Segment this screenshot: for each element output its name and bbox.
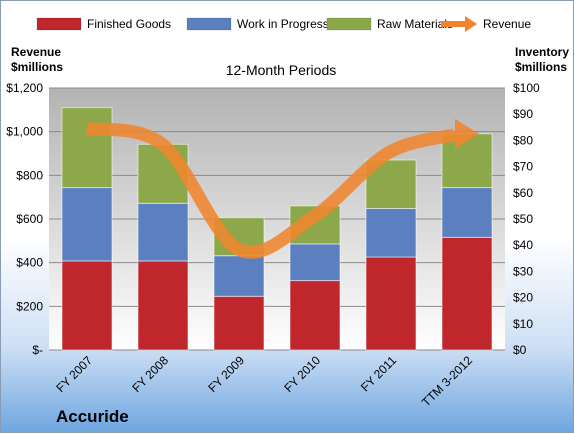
bar-segment-raw-materials bbox=[61, 107, 113, 189]
right-tick-label: $80 bbox=[513, 133, 533, 147]
gridlines bbox=[49, 87, 505, 351]
left-tick-label: $1,200 bbox=[6, 81, 43, 95]
right-tick-label: $100 bbox=[513, 81, 540, 95]
right-tick-label: $40 bbox=[513, 238, 533, 252]
right-tick-label: $90 bbox=[513, 107, 533, 121]
right-tick-label: $60 bbox=[513, 186, 533, 200]
legend-label: Finished Goods bbox=[87, 17, 171, 31]
left-tick-label: $400 bbox=[16, 256, 43, 270]
left-axis-title-line2: $millions bbox=[11, 60, 63, 74]
right-tick-label: $50 bbox=[513, 212, 533, 226]
bar-segment-work-in-progress bbox=[441, 187, 493, 238]
right-axis-ticks: $0 $10 $20 $30 $40 $50 $60 $70 $80 $90 $100 bbox=[513, 81, 540, 357]
bar-segment-finished-goods bbox=[213, 295, 265, 351]
legend-swatch-finished-goods bbox=[36, 17, 82, 31]
x-tick-label: FY 2010 bbox=[281, 353, 323, 395]
left-tick-label: $- bbox=[32, 343, 43, 357]
bar-segment-finished-goods bbox=[137, 260, 189, 351]
left-tick-label: $800 bbox=[16, 168, 43, 182]
revenue-arrowhead bbox=[455, 118, 479, 149]
bar-segment-work-in-progress bbox=[213, 255, 265, 297]
left-axis-title-line1: Revenue bbox=[11, 45, 61, 59]
x-tick-label: TTM 3-2012 bbox=[419, 353, 475, 409]
legend-arrowhead bbox=[465, 16, 477, 32]
right-tick-label: $20 bbox=[513, 291, 533, 305]
x-tick-label: FY 2011 bbox=[358, 353, 399, 394]
bar-segment-finished-goods bbox=[365, 256, 417, 351]
revenue-line-layer bbox=[85, 118, 479, 259]
right-tick-label: $30 bbox=[513, 264, 533, 278]
right-tick-label: $10 bbox=[513, 317, 533, 331]
legend: Finished Goods Work in Progress Raw Materi… bbox=[36, 16, 531, 32]
x-axis-ticks: FY 2007 FY 2008 FY 2009 FY 2010 FY 2011 TTM 3… bbox=[53, 353, 475, 409]
chart-subtitle: 12-Month Periods bbox=[226, 62, 337, 78]
right-tick-label: $70 bbox=[513, 160, 533, 174]
x-tick-label: FY 2008 bbox=[129, 353, 171, 395]
legend-swatch-work-in-progress bbox=[186, 17, 232, 31]
left-tick-label: $600 bbox=[16, 212, 43, 226]
revenue-line bbox=[85, 121, 462, 259]
company-name: Accuride bbox=[56, 407, 129, 426]
right-axis-title-line2: $millions bbox=[515, 60, 567, 74]
legend-label: Revenue bbox=[483, 17, 531, 31]
left-tick-label: $200 bbox=[16, 299, 43, 313]
bar-segment-work-in-progress bbox=[289, 243, 341, 282]
bar-segment-finished-goods bbox=[61, 260, 113, 351]
legend-label: Raw Materials bbox=[377, 17, 453, 31]
right-tick-label: $0 bbox=[513, 343, 527, 357]
legend-swatch-raw-materials bbox=[326, 17, 372, 31]
left-tick-label: $1,000 bbox=[6, 125, 43, 139]
bar-segment-work-in-progress bbox=[137, 202, 189, 262]
right-axis-title-line1: Inventory bbox=[515, 45, 569, 59]
bar-segment-finished-goods bbox=[441, 236, 493, 351]
bar-segment-finished-goods bbox=[289, 280, 341, 351]
x-tick-label: FY 2009 bbox=[205, 353, 247, 395]
x-tick-label: FY 2007 bbox=[53, 353, 95, 395]
bars bbox=[61, 107, 493, 351]
bar-segment-work-in-progress bbox=[365, 208, 417, 258]
bar-segment-work-in-progress bbox=[61, 187, 113, 262]
legend-label: Work in Progress bbox=[237, 17, 329, 31]
left-axis-ticks: $- $200 $400 $600 $800 $1,000 $1,200 bbox=[6, 81, 43, 357]
